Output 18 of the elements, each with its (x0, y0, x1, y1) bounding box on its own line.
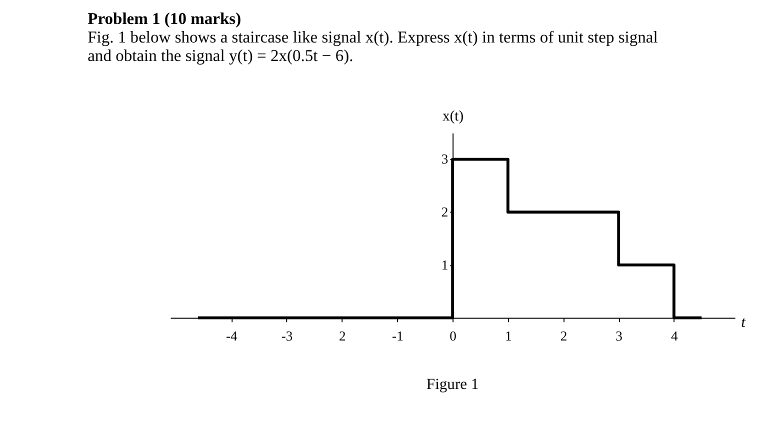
x-tick-label: -1 (392, 328, 404, 344)
x-tick-label: -4 (226, 328, 238, 344)
chart-title: Problem 1 (10 marks) (88, 8, 242, 28)
y-tick-label: 1 (441, 257, 448, 272)
caption: Figure 1 (426, 376, 479, 393)
text: Fig. 1 below shows a staircase like signal x(t). Express x(t) in terms of unit step signal (88, 27, 658, 46)
x-axis-title: t (741, 314, 746, 332)
x-tick-label: 0 (450, 328, 457, 344)
x-tick-label: 2 (560, 328, 568, 344)
y-axis-title: x(t) (442, 108, 464, 125)
x-tick-label: 4 (671, 328, 678, 344)
x-tick-label: 2 (338, 328, 346, 344)
y-tick-label: 3 (441, 152, 448, 167)
x-tick-label: -3 (281, 328, 293, 344)
y-tick-label: 2 (441, 204, 448, 220)
text: and obtain the signal y(t) = 2x(0.5t − 6). (88, 46, 354, 65)
x-tick-label: 1 (505, 328, 512, 344)
x-tick-label: 3 (616, 328, 623, 344)
